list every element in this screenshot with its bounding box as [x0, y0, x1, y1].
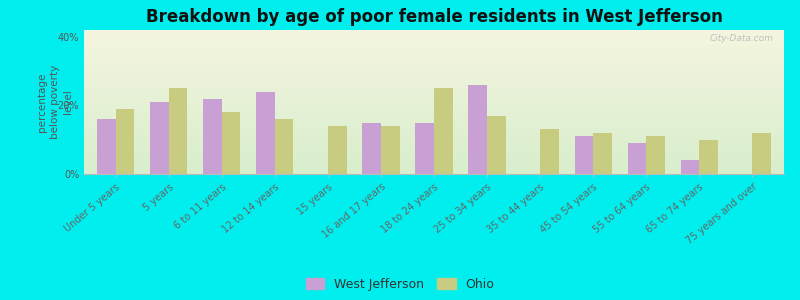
Bar: [222, 112, 241, 174]
Bar: [98, 119, 116, 174]
Bar: [681, 160, 699, 174]
Bar: [275, 119, 294, 174]
Bar: [540, 129, 558, 174]
Bar: [646, 136, 665, 174]
Legend: West Jefferson, Ohio: West Jefferson, Ohio: [306, 278, 494, 291]
Bar: [256, 92, 275, 174]
Bar: [469, 85, 487, 174]
Bar: [150, 102, 169, 174]
Bar: [381, 126, 399, 174]
Bar: [627, 143, 646, 174]
Title: Breakdown by age of poor female residents in West Jefferson: Breakdown by age of poor female resident…: [146, 8, 722, 26]
Bar: [328, 126, 346, 174]
Bar: [752, 133, 770, 174]
Bar: [169, 88, 187, 174]
Bar: [362, 123, 381, 174]
Bar: [574, 136, 593, 174]
Bar: [434, 88, 453, 174]
Bar: [116, 109, 134, 174]
Bar: [487, 116, 506, 174]
Bar: [699, 140, 718, 174]
Bar: [415, 123, 434, 174]
Y-axis label: percentage
below poverty
level: percentage below poverty level: [37, 65, 73, 139]
Text: City-Data.com: City-Data.com: [710, 34, 774, 43]
Bar: [593, 133, 612, 174]
Bar: [203, 99, 222, 174]
